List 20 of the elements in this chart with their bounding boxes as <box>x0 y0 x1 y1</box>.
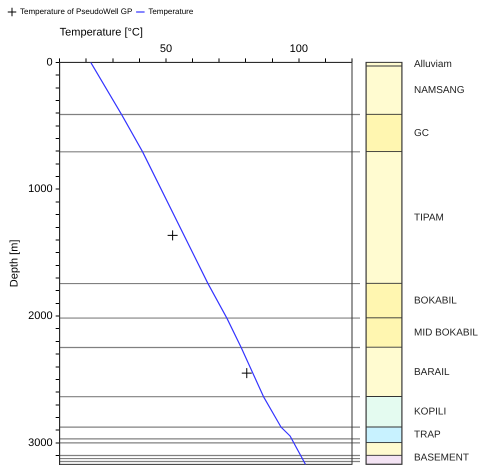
legend-label: Temperature of PseudoWell GP <box>20 7 132 16</box>
x-tick-label: 50 <box>160 42 172 55</box>
series-label: TRAP <box>414 430 441 441</box>
series-label: Alluviam <box>414 59 452 70</box>
y-tick-label: 0 <box>46 56 53 68</box>
y-tick-label: 2000 <box>28 310 53 322</box>
y-tick-label: 1000 <box>28 183 53 196</box>
y-tick-label: 3000 <box>28 436 53 449</box>
x-tick-label: 100 <box>290 42 308 55</box>
series-label: NAMSANG <box>414 85 465 96</box>
series-label: BASEMENT <box>414 452 470 464</box>
series-label: KOPILI <box>414 406 446 418</box>
series-label: GC <box>414 128 429 139</box>
x-axis-title: Temperature [°C] <box>60 26 143 39</box>
series-label: BARAIL <box>414 366 450 378</box>
legend-label: Temperature <box>148 7 194 16</box>
y-axis-title: Depth [m] <box>8 240 21 288</box>
series-label: TIPAM <box>414 212 444 224</box>
series-label: BOKABIL <box>414 296 458 307</box>
series-label: MID BOKABIL <box>414 328 478 339</box>
